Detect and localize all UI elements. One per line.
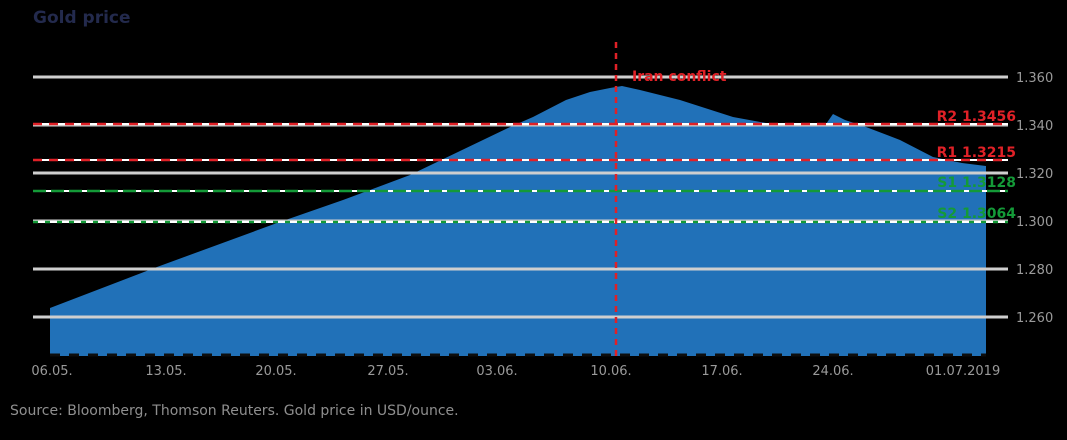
y-axis-tick-label: 1.260 [1016, 311, 1053, 326]
y-axis: 1.360 1.340 1.320 1.300 1.280 1.260 [1016, 71, 1053, 326]
resistance-label-r2: R2 1.3456 [937, 109, 1016, 125]
x-axis-tick-label: 01.07.2019 [926, 364, 1000, 379]
x-axis-tick-label: 17.06. [701, 364, 742, 379]
y-axis-tick-label: 1.280 [1016, 263, 1053, 278]
y-axis-tick-label: 1.340 [1016, 119, 1053, 134]
x-axis-tick-label: 10.06. [590, 364, 631, 379]
resistance-label-r1: R1 1.3215 [937, 145, 1016, 161]
x-axis-tick-label: 24.06. [812, 364, 853, 379]
event-line-label: Iran conflict [632, 69, 727, 85]
x-axis-tick-label: 27.05. [367, 364, 408, 379]
x-axis-tick-label: 03.06. [476, 364, 517, 379]
y-axis-tick-label: 1.300 [1016, 215, 1053, 230]
support-label-s1: S1 1.3128 [937, 175, 1016, 191]
y-axis-tick-label: 1.320 [1016, 167, 1053, 182]
y-axis-tick-label: 1.360 [1016, 71, 1053, 86]
chart-title: Gold price [33, 8, 131, 28]
x-axis-tick-label: 06.05. [31, 364, 72, 379]
x-axis-tick-label: 20.05. [255, 364, 296, 379]
x-axis: 06.05. 13.05. 20.05. 27.05. 03.06. 10.06… [31, 364, 1000, 379]
support-label-s2: S2 1.3064 [937, 206, 1016, 222]
x-axis-tick-label: 13.05. [145, 364, 186, 379]
source-caption: Source: Bloomberg, Thomson Reuters. Gold… [10, 403, 459, 419]
